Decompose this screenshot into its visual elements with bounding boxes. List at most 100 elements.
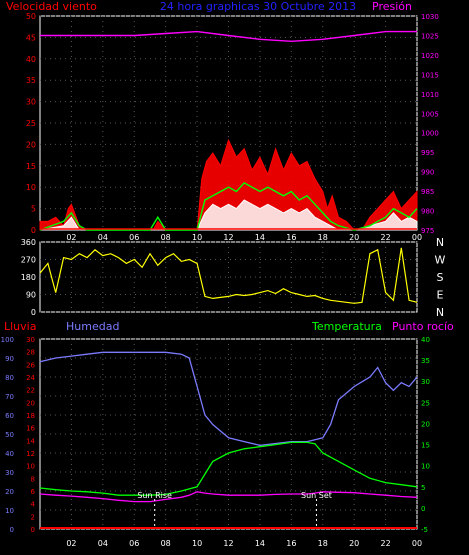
rain-label: Lluvia	[4, 320, 36, 333]
y-tick-label: 0	[421, 505, 425, 513]
y-tick-label: 18	[26, 412, 35, 420]
y-tick-label: 45	[26, 33, 36, 42]
x-tick-label: 22	[380, 233, 390, 242]
y-tick-label: 20	[421, 420, 430, 428]
y-tick-label: 12	[26, 450, 35, 458]
y-tick-label: 1010	[421, 91, 439, 99]
y-tick-label: 1020	[421, 52, 439, 60]
chart-title: 24 hora graphicas 30 Octubre 2013	[160, 0, 356, 13]
y-tick-label: 360	[21, 238, 36, 247]
x-tick-label: 14	[255, 539, 265, 548]
x-tick-label: 06	[129, 539, 139, 548]
y-tick-label: 10	[5, 507, 14, 515]
y-tick-label: 10	[26, 183, 36, 192]
temp-humidity-panel: Lluvia Humedad Temperatura Punto rocío S…	[1, 320, 454, 548]
y-tick-label: 60	[5, 412, 14, 420]
y-tick-label: 10	[26, 463, 35, 471]
y-tick-label: 20	[5, 488, 14, 496]
y-tick-label: 995	[421, 149, 434, 157]
y-tick-label: 28	[26, 349, 35, 357]
y-tick-label: 975	[421, 227, 434, 235]
y-tick-label: 30	[421, 378, 430, 386]
dew-series	[39, 491, 418, 503]
y-tick-label: 14	[26, 437, 35, 445]
y-tick-label: 15	[421, 442, 430, 450]
y-tick-label: 270	[21, 256, 36, 265]
wind-series	[39, 182, 418, 231]
y-tick-label: 990	[421, 169, 434, 177]
y-tick-label: 30	[5, 469, 14, 477]
y-tick-label: 50	[26, 12, 36, 21]
y-tick-label: 90	[5, 355, 14, 363]
y-tick-label: 1025	[421, 32, 439, 40]
y-tick-label: 6	[31, 488, 36, 496]
y-tick-label: 70	[5, 393, 14, 401]
y-tick-label: 30	[26, 98, 36, 107]
y-tick-label: 22	[26, 387, 35, 395]
y-tick-label: 20	[26, 399, 35, 407]
y-tick-label: 35	[26, 76, 36, 85]
y-tick-label: 1030	[421, 13, 439, 21]
y-tick-label: 1000	[421, 130, 439, 138]
x-tick-label: 00	[412, 539, 422, 548]
y-tick-label: 30	[26, 336, 35, 344]
y-tick-label: 40	[421, 336, 430, 344]
sun-annotation: Sun Rise	[137, 491, 172, 500]
temperature-label: Temperatura	[311, 320, 382, 333]
x-tick-label: 12	[223, 233, 233, 242]
x-tick-label: 02	[66, 539, 76, 548]
y-tick-label: 0	[31, 226, 36, 235]
y-tick-label: 980	[421, 208, 434, 216]
x-tick-label: 16	[286, 539, 296, 548]
pressure-label: Presión	[372, 0, 412, 13]
y-tick-label: 20	[26, 140, 36, 149]
y-tick-label: 35	[421, 357, 430, 365]
y-tick-label: 25	[26, 119, 36, 128]
x-tick-label: 18	[318, 539, 328, 548]
compass-label: W	[435, 254, 446, 267]
y-tick-label: 25	[421, 399, 430, 407]
humidity-series	[39, 351, 418, 447]
avg-series	[39, 199, 418, 231]
y-tick-label: 5	[31, 205, 36, 214]
wind-pressure-panel: Velocidad viento 24 hora graphicas 30 Oc…	[6, 0, 439, 242]
x-tick-label: 14	[255, 233, 265, 242]
x-tick-label: 12	[223, 539, 233, 548]
dew-point-label: Punto rocío	[392, 320, 454, 333]
x-tick-label: 08	[161, 539, 171, 548]
x-tick-label: 10	[192, 539, 202, 548]
y-tick-label: 15	[26, 162, 36, 171]
y-tick-label: 40	[26, 55, 36, 64]
x-tick-label: 04	[98, 233, 108, 242]
x-tick-label: 16	[286, 233, 296, 242]
y-tick-label: 2	[31, 513, 35, 521]
y-tick-label: 50	[5, 431, 14, 439]
y-tick-label: 1015	[421, 71, 439, 79]
y-tick-label: 180	[21, 273, 36, 282]
x-tick-label: 20	[349, 539, 359, 548]
y-tick-label: 0	[31, 308, 36, 317]
y-tick-label: 100	[1, 336, 14, 344]
x-tick-label: 02	[66, 233, 76, 242]
y-tick-label: 26	[26, 361, 35, 369]
direction-series	[39, 247, 418, 304]
x-tick-label: 10	[192, 233, 202, 242]
x-tick-label: 04	[98, 539, 108, 548]
x-tick-label: 18	[318, 233, 328, 242]
x-tick-label: 00	[412, 233, 422, 242]
x-tick-label: 06	[129, 233, 139, 242]
pressure-series	[40, 30, 417, 43]
y-tick-label: 24	[26, 374, 35, 382]
y-tick-label: 0	[10, 526, 14, 534]
y-tick-label: 90	[26, 291, 36, 300]
y-tick-label: 5	[421, 484, 425, 492]
compass-label: N	[436, 306, 444, 319]
compass-label: S	[437, 271, 444, 284]
wind-speed-label: Velocidad viento	[6, 0, 97, 13]
humidity-label: Humedad	[66, 320, 119, 333]
y-tick-label: 985	[421, 188, 434, 196]
x-tick-label: 22	[380, 539, 390, 548]
y-tick-label: 0	[31, 526, 35, 534]
